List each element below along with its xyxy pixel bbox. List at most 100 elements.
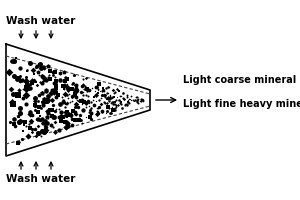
Point [28, 111, 32, 114]
Point [56, 116, 61, 119]
Point [107, 107, 112, 110]
Point [88, 88, 93, 91]
Point [65, 112, 70, 116]
Point [17, 112, 22, 115]
Point [106, 105, 110, 108]
Point [96, 110, 101, 113]
Point [55, 90, 60, 94]
Point [32, 78, 37, 81]
Point [80, 91, 85, 94]
Point [45, 122, 50, 125]
Point [70, 95, 75, 98]
Point [23, 79, 28, 83]
Point [50, 88, 55, 91]
Point [123, 103, 128, 106]
Point [76, 98, 81, 102]
Point [10, 60, 14, 63]
Point [95, 111, 100, 114]
Point [120, 92, 125, 95]
Point [35, 64, 40, 67]
Point [106, 85, 111, 89]
Point [19, 119, 23, 123]
Point [63, 80, 68, 83]
Point [83, 85, 88, 89]
Point [45, 95, 50, 98]
Point [124, 104, 129, 107]
Point [37, 62, 42, 66]
Point [38, 67, 43, 70]
Point [52, 81, 57, 84]
Point [122, 98, 126, 101]
Point [38, 118, 43, 121]
Point [132, 99, 136, 102]
Point [121, 97, 126, 100]
Point [50, 71, 55, 74]
Point [22, 79, 27, 83]
Point [24, 88, 29, 91]
Point [50, 116, 55, 119]
Point [64, 77, 69, 80]
Point [51, 93, 56, 96]
Point [25, 82, 30, 85]
Point [25, 70, 29, 73]
Point [54, 96, 59, 99]
Point [101, 90, 106, 93]
Point [26, 122, 31, 126]
Point [51, 126, 56, 129]
Text: Light coarse mineral (qu: Light coarse mineral (qu [183, 75, 300, 85]
Point [79, 121, 84, 124]
Point [37, 63, 41, 66]
Point [116, 98, 121, 101]
Point [72, 114, 77, 117]
Point [94, 112, 99, 115]
Point [83, 77, 88, 80]
Text: Wash water: Wash water [6, 174, 75, 184]
Point [34, 83, 39, 86]
Point [135, 101, 140, 104]
Point [124, 103, 129, 106]
Point [125, 96, 130, 99]
Point [88, 107, 93, 110]
Point [76, 116, 81, 120]
Point [40, 91, 45, 94]
Point [81, 88, 86, 91]
Point [110, 106, 114, 109]
Point [91, 98, 96, 101]
Point [76, 106, 80, 109]
Point [64, 93, 69, 97]
Point [45, 99, 50, 102]
Point [72, 110, 77, 114]
Point [104, 111, 109, 114]
Point [84, 89, 89, 92]
Point [55, 87, 60, 91]
Point [74, 98, 79, 102]
Point [79, 99, 84, 102]
Point [62, 84, 67, 88]
Point [125, 93, 130, 97]
Point [11, 92, 15, 95]
Point [41, 104, 46, 107]
Point [111, 102, 116, 106]
Point [80, 84, 85, 88]
Point [64, 102, 69, 106]
Point [87, 88, 92, 92]
Point [67, 113, 72, 116]
Point [71, 93, 76, 97]
Point [8, 121, 13, 124]
Point [66, 86, 71, 89]
Point [115, 96, 119, 99]
Point [95, 89, 100, 92]
Point [96, 106, 100, 109]
Point [80, 98, 85, 101]
Point [43, 79, 48, 82]
Point [90, 86, 95, 90]
Point [99, 94, 104, 97]
Point [12, 124, 17, 127]
Point [40, 118, 44, 121]
Point [40, 80, 45, 83]
Point [52, 87, 57, 90]
Point [33, 108, 38, 111]
Point [88, 116, 93, 119]
Point [105, 97, 110, 100]
Point [36, 74, 41, 77]
